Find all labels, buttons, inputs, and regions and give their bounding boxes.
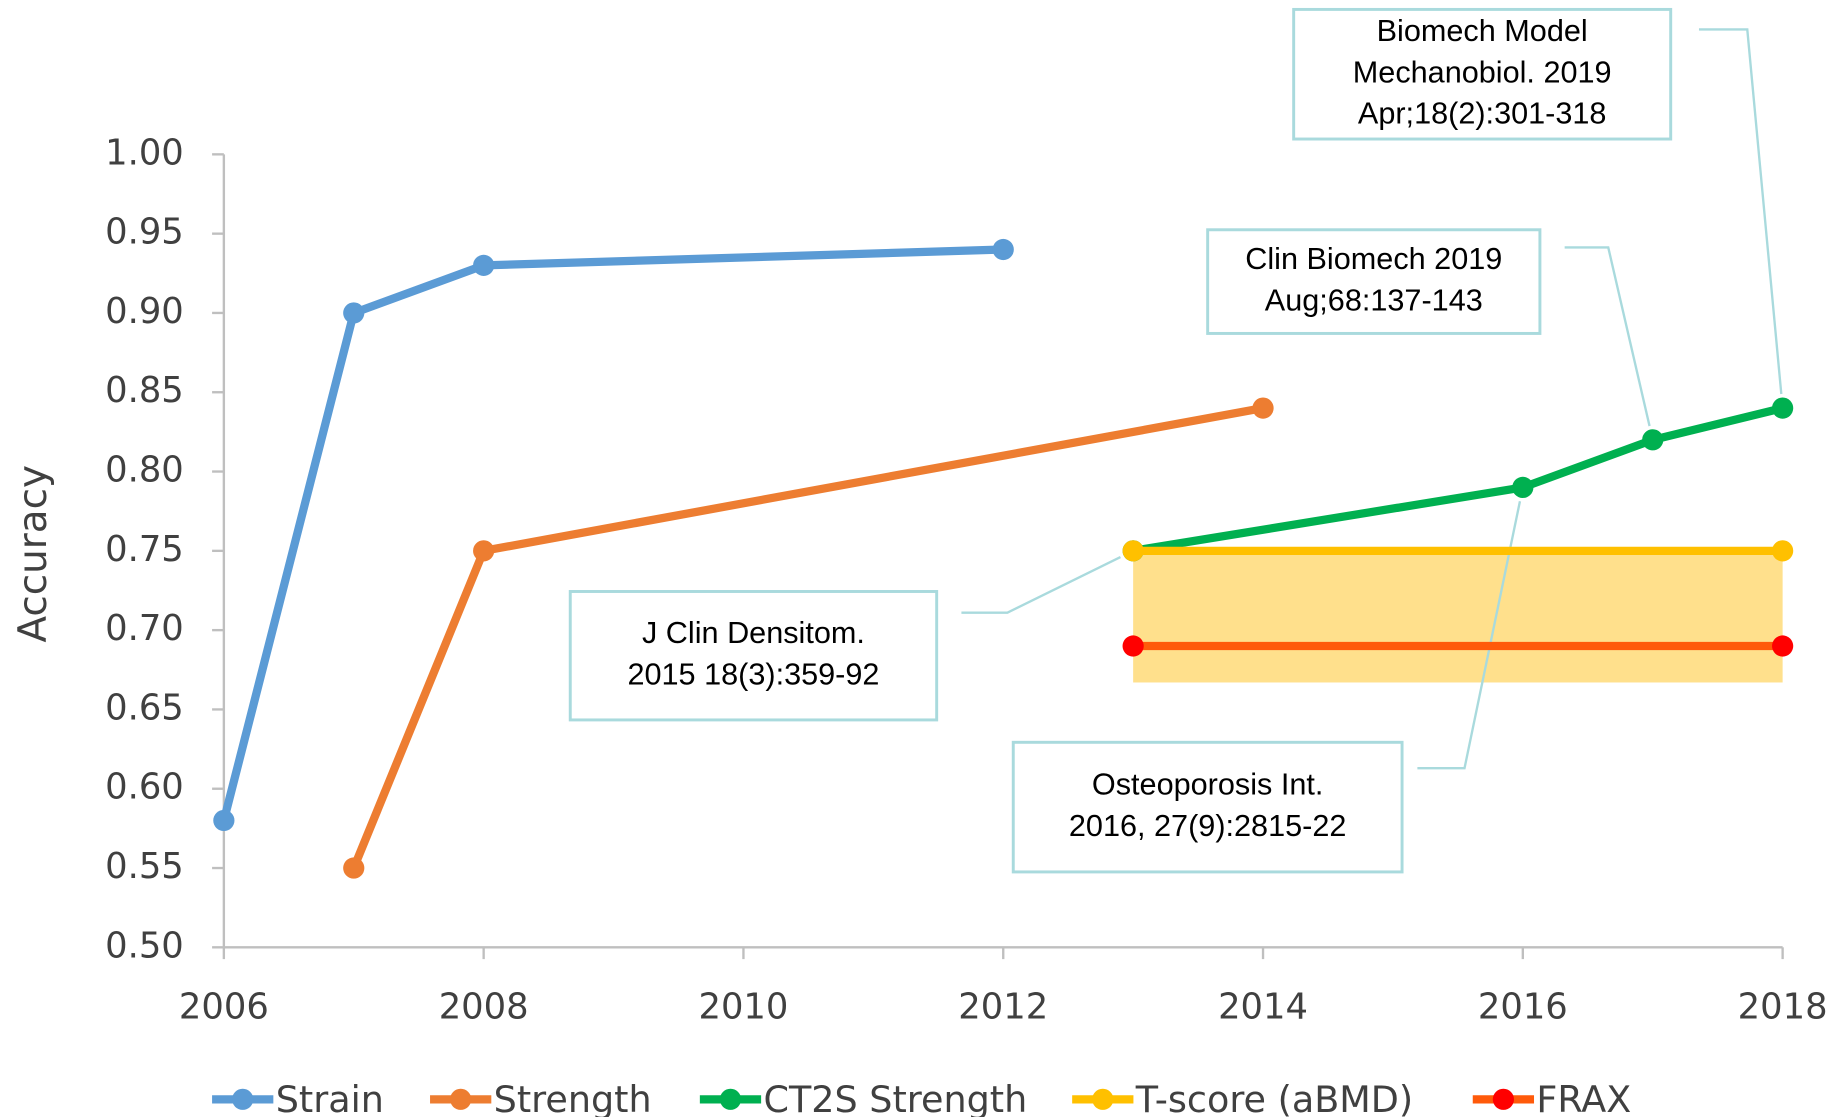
legend-marker	[1092, 1088, 1114, 1110]
data-point	[1122, 635, 1144, 657]
x-tick-label: 2008	[439, 987, 529, 1028]
y-tick-label: 0.80	[105, 450, 184, 491]
annotation-text: Mechanobiol. 2019	[1353, 55, 1612, 89]
y-tick-label: 0.70	[105, 608, 184, 649]
x-tick-label: 2010	[698, 987, 788, 1028]
data-point	[1122, 540, 1144, 562]
legend-label: Strain	[276, 1078, 384, 1117]
series-line	[219, 245, 1004, 822]
x-tick-label: 2006	[179, 987, 269, 1028]
data-point	[343, 857, 365, 879]
legend-label: FRAX	[1536, 1078, 1631, 1117]
annotation-text: Aug;68:137-143	[1265, 283, 1483, 317]
data-point	[1772, 540, 1794, 562]
data-point	[992, 238, 1014, 261]
y-tick-label: 0.90	[105, 291, 184, 332]
leader-line	[1417, 501, 1522, 770]
annotation-box	[568, 590, 939, 722]
x-tick-label: 2012	[958, 987, 1048, 1028]
x-tick-label: 2018	[1738, 987, 1828, 1028]
legend-label: T-score (aBMD)	[1135, 1078, 1413, 1117]
y-axis-label: Accuracy	[11, 465, 56, 642]
legend-marker	[719, 1088, 742, 1110]
data-point	[1772, 397, 1794, 419]
y-tick-label: 0.75	[105, 529, 184, 570]
legend-marker	[232, 1088, 254, 1110]
series-line	[1132, 404, 1784, 555]
data-point	[213, 809, 235, 832]
data-point	[343, 302, 365, 324]
leader-line	[1564, 246, 1651, 427]
annotation-text: 2016, 27(9):2815-22	[1069, 809, 1347, 843]
y-tick-label: 0.60	[105, 767, 184, 808]
annotation-box	[1292, 7, 1673, 141]
legend-marker	[450, 1088, 472, 1110]
data-point	[473, 254, 495, 276]
y-tick-label: 0.85	[105, 370, 184, 411]
annotation-text: J Clin Densitom.	[642, 616, 865, 650]
data-point	[473, 540, 495, 562]
data-point	[1772, 635, 1794, 657]
leader-line	[1698, 28, 1783, 395]
x-tick-label: 2014	[1218, 987, 1308, 1028]
legend-label: Strength	[494, 1078, 652, 1117]
annotation-text: Apr;18(2):301-318	[1358, 97, 1607, 131]
annotation-box	[1011, 740, 1404, 874]
x-tick-label: 2016	[1478, 987, 1568, 1028]
annotation-text: 2015 18(3):359-92	[627, 657, 879, 691]
y-tick-label: 0.95	[105, 212, 184, 253]
data-point	[1642, 429, 1664, 451]
leader-line	[961, 556, 1121, 614]
annotation-text: Biomech Model	[1377, 14, 1588, 48]
legend-label: CT2S Strength	[763, 1078, 1027, 1117]
annotation-text: Clin Biomech 2019	[1245, 242, 1502, 276]
annotation-box	[1206, 228, 1542, 335]
range-band	[1133, 550, 1783, 683]
data-point	[1512, 476, 1534, 499]
data-point	[1252, 397, 1274, 419]
y-tick-label: 1.00	[105, 132, 184, 173]
y-tick-label: 0.65	[105, 687, 184, 728]
annotation-text: Osteoporosis Int.	[1092, 768, 1323, 802]
y-tick-label: 0.50	[105, 925, 184, 966]
y-tick-label: 0.55	[105, 846, 184, 887]
legend-marker	[1492, 1088, 1514, 1110]
